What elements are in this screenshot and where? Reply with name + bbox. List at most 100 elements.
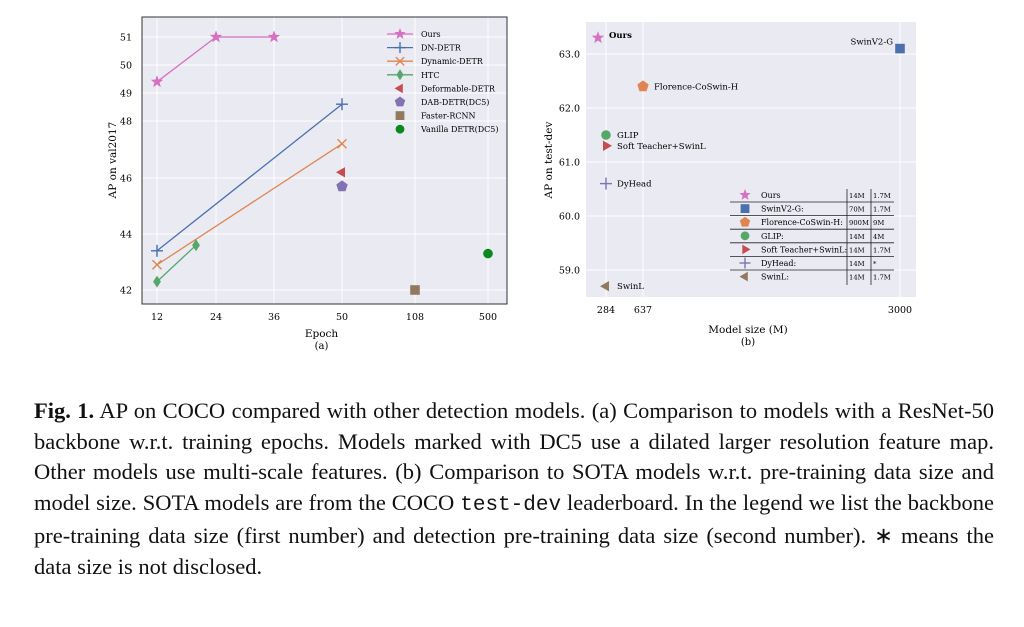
x-tick-label-b: 3000 [888, 305, 912, 316]
data-label-dyhead: DyHead [617, 180, 652, 190]
legend-label-htc: HTC [421, 71, 439, 80]
x-tick-label-b: 284 [597, 305, 615, 316]
legend-marker-htc [396, 69, 404, 81]
legend-detection-swinl: 1.7M [873, 274, 891, 282]
legend-marker-swinv2-g [740, 204, 750, 213]
data-point-dyhead [600, 177, 612, 190]
data-point-swinl [600, 281, 609, 292]
y-tick-label-b: 62.0 [559, 104, 580, 115]
data-point-htc-0 [153, 275, 161, 288]
legend-label-glip: GLIP: [761, 232, 784, 241]
data-label-swinv2-g: SwinV2-G [851, 38, 894, 48]
legend-backbone-ours: 14M [849, 192, 865, 200]
data-label-swinl: SwinL [617, 282, 644, 292]
x-tick-label-a: 108 [406, 312, 424, 323]
y-tick-label-b: 61.0 [559, 158, 580, 169]
data-point-dn-detr-1 [336, 98, 348, 111]
legend-marker-florence-coswin-h [739, 216, 751, 227]
series-line-dn-detr [156, 103, 343, 252]
data-point-dab-detr-dc5-0 [336, 180, 348, 192]
caption-text-2: leaderboard. In the legend we list the b… [34, 489, 994, 579]
legend-marker-dn-detr [394, 42, 406, 54]
y-tick-label-a: 44 [120, 230, 132, 241]
y-tick-label-a: 49 [120, 89, 132, 100]
plot-area-b [586, 22, 916, 297]
x-tick-label-a: 24 [210, 312, 222, 323]
legend-detection-dyhead: * [873, 260, 877, 268]
legend-label-dn-detr: DN-DETR [421, 44, 462, 53]
legend-marker-dynamic-detr-b [395, 56, 405, 66]
legend-marker-dab-detr-dc5 [394, 96, 406, 107]
legend-marker-dyhead [739, 257, 751, 269]
data-label-florence-coswin-h: Florence-CoSwin-H [654, 82, 738, 92]
y-axis-label-b: AP on test-dev [543, 122, 555, 200]
legend-detection-florence-coswin-h: 9M [873, 219, 884, 227]
data-label-ours: Ours [609, 31, 632, 41]
legend-label-dab-detr-dc5: DAB-DETR(DC5) [421, 98, 489, 107]
legend-backbone-glip: 14M [849, 233, 865, 241]
y-tick-label-a: 51 [120, 33, 132, 44]
data-point-florence-coswin-h [637, 80, 649, 92]
legend-label-ours: Ours [761, 191, 781, 200]
y-tick-label-a: 48 [120, 117, 132, 128]
legend-backbone-swinv2-g: 70M [849, 206, 865, 214]
data-point-deformable-detr-0 [336, 167, 345, 178]
legend-marker-ours [739, 189, 751, 200]
x-tick-label-a: 36 [268, 312, 280, 323]
x-tick-label-a: 500 [479, 312, 497, 323]
legend-detection-soft-teacher-swinl: 1.7M [873, 246, 891, 254]
plot-frame-a [141, 16, 508, 305]
chart-a: 12 24 36 50 108 500 42 44 46 48 49 50 51 Epoch(a) AP o… [107, 16, 508, 352]
y-tick-label-a: 42 [120, 286, 132, 297]
legend-marker-swinl [739, 271, 748, 282]
caption-code: test-dev [460, 493, 562, 517]
data-label-soft-teacher-swinl: Soft Teacher+SwinL [617, 142, 706, 152]
legend-backbone-florence-coswin-h: 900M [849, 219, 869, 227]
legend-marker-deformable-detr [394, 83, 403, 94]
y-tick-label-a: 50 [120, 61, 132, 72]
legend-backbone-dyhead: 14M [849, 260, 865, 268]
y-axis-label-a: AP on val2017 [107, 122, 119, 200]
caption-text-1: AP on COCO compared with other detection… [34, 398, 995, 515]
legend-backbone-swinl: 14M [849, 274, 865, 282]
subtitle-a: (a) [315, 341, 329, 352]
legend-marker-vanilla-detr-dc5 [395, 124, 405, 134]
legend-label-faster-rcnn: Faster-RCNN [421, 112, 476, 121]
legend-label-florence-coswin-h: Florence-CoSwin-H: [761, 218, 843, 227]
data-point-glip [601, 130, 611, 140]
caption-label: Fig. 1. [34, 398, 95, 423]
legend-detection-ours: 1.7M [873, 192, 891, 200]
legend-marker-ours [394, 28, 406, 39]
y-tick-label-b: 59.0 [559, 266, 580, 277]
series-line-dynamic-detr [156, 143, 343, 266]
legend-label-deformable-detr: Deformable-DETR [421, 84, 496, 93]
data-point-swinv2-g [895, 43, 905, 54]
legend-detection-glip: 4M [873, 233, 884, 241]
data-point-dynamic-detr-0-b [152, 259, 162, 270]
data-point-dynamic-detr-1 [337, 138, 347, 149]
subtitle-b: (b) [741, 337, 755, 348]
data-point-vanilla-detr-dc5-0 [483, 248, 493, 259]
data-label-glip: GLIP [617, 131, 639, 141]
y-tick-label-a: 46 [120, 174, 132, 185]
chart-b: 284 637 3000 59.0 60.0 61.0 62.0 63.0 Model size… [543, 22, 916, 348]
data-point-dn-detr-0 [151, 244, 163, 257]
y-tick-label-b: 63.0 [559, 50, 580, 61]
legend-backbone-soft-teacher-swinl: 14M [849, 246, 865, 254]
legend-detection-swinv2-g: 1.7M [873, 206, 891, 214]
legend-label-dyhead: DyHead: [761, 259, 796, 268]
legend-marker-glip [740, 231, 750, 241]
series-line-htc [156, 244, 197, 283]
data-point-soft-teacher-swinl [603, 140, 612, 151]
data-point-ours-2 [267, 30, 281, 43]
legend-marker-soft-teacher-swinl [742, 244, 751, 255]
x-tick-label-a: 50 [336, 312, 348, 323]
data-point-dynamic-detr-1-b [337, 138, 347, 149]
x-axis-label-a: Epoch [305, 328, 339, 340]
legend-label-vanilla-detr-dc5: Vanilla DETR(DC5) [420, 125, 498, 134]
legend-marker-dynamic-detr [395, 56, 405, 66]
data-point-ours [591, 31, 605, 44]
x-tick-label-a: 12 [151, 312, 163, 323]
legend-label-swinv2-g: SwinV2-G: [761, 205, 804, 214]
legend-marker-faster-rcnn [395, 111, 405, 120]
